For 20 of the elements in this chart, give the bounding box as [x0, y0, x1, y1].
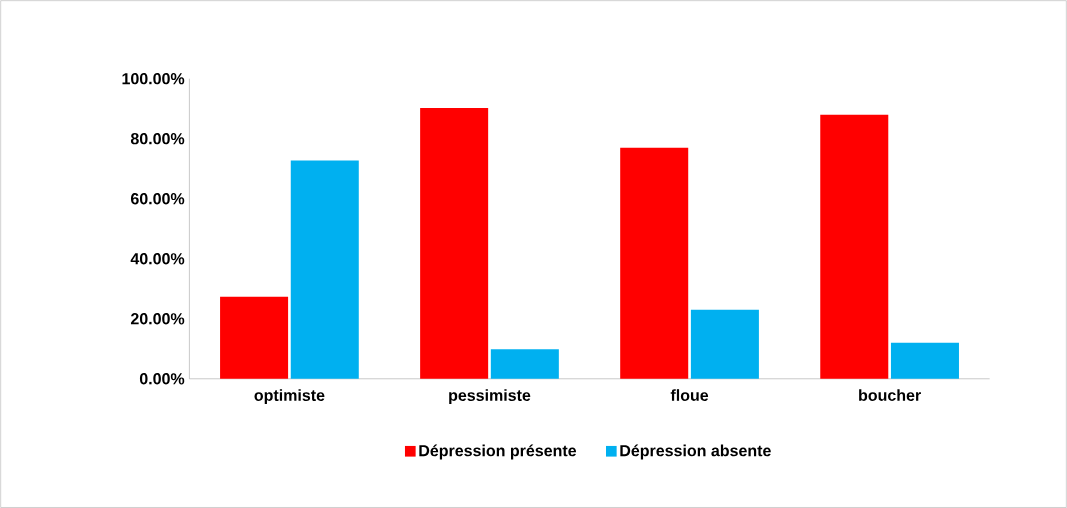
x-tick-label: optimiste: [254, 389, 325, 405]
bar: [620, 147, 689, 379]
bar: [290, 160, 359, 379]
x-tick-label: boucher: [859, 389, 921, 401]
bar: [220, 296, 289, 379]
y-tick-label: 40.00%: [130, 253, 185, 265]
y-tick-label: 0.00%: [139, 373, 185, 385]
legend-label: Dépression présente: [419, 444, 577, 460]
bar: [420, 108, 489, 379]
bar: [820, 114, 889, 379]
y-tick-label: 20.00%: [130, 313, 185, 325]
x-tick-label: pessimiste: [449, 389, 531, 405]
x-tick-label: floue: [670, 389, 709, 401]
bar: [690, 309, 759, 379]
y-tick-label: 100.00%: [122, 72, 185, 85]
bar: [490, 349, 559, 379]
legend-label: Dépression absente: [620, 444, 771, 460]
y-tick-label: 80.00%: [130, 132, 185, 145]
bar: [890, 342, 959, 379]
y-tick-label: 60.00%: [130, 192, 185, 205]
